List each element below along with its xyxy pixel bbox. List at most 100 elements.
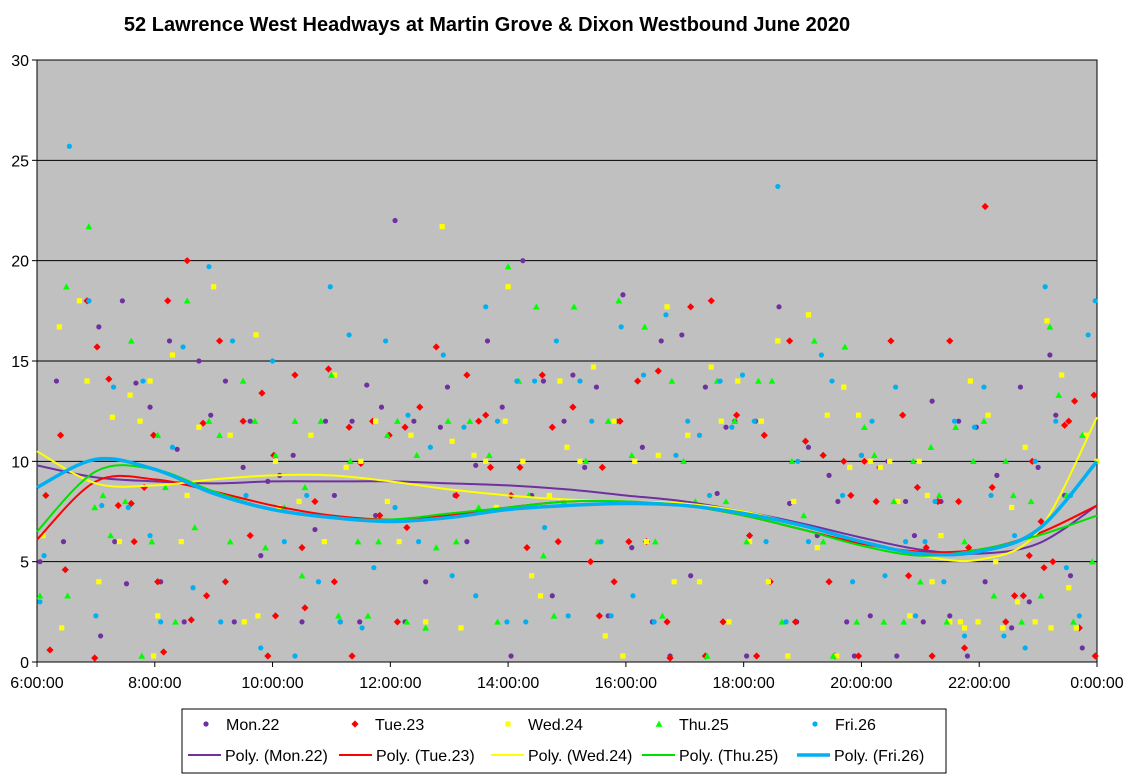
point-mon-22 [620, 292, 626, 298]
point-wed-24 [109, 414, 115, 420]
point-tue-23 [291, 371, 299, 379]
point-wed-24 [847, 464, 853, 470]
x-tick-label: 20:00:00 [830, 675, 892, 692]
point-thu-25 [494, 618, 501, 625]
point-thu-25 [570, 303, 578, 310]
point-mon-22 [119, 298, 125, 304]
point-tue-23 [554, 538, 562, 546]
point-mon-22 [484, 338, 491, 344]
point-tue-23 [130, 538, 138, 546]
point-wed-24 [529, 573, 535, 579]
point-thu-25 [754, 377, 762, 384]
point-wed-24 [938, 532, 944, 539]
point-wed-24 [746, 539, 753, 545]
point-tue-23 [610, 578, 618, 586]
point-thu-25 [335, 612, 342, 619]
point-thu-25 [1009, 492, 1017, 499]
point-thu-25 [532, 303, 540, 310]
point-thu-25 [1018, 618, 1026, 625]
point-wed-24 [590, 364, 597, 370]
point-mon-22 [947, 613, 953, 619]
point-thu-25 [36, 592, 44, 599]
legend-label-poly-thu-25: Poly. (Thu.25) [679, 748, 778, 765]
point-tue-23 [369, 417, 377, 425]
point-mon-22 [37, 559, 43, 565]
point-fri-26 [685, 418, 691, 424]
point-mon-22 [714, 490, 720, 497]
point-thu-25 [216, 431, 223, 438]
point-fri-26 [932, 498, 938, 505]
point-fri-26 [818, 352, 825, 358]
point-thu-25 [659, 612, 666, 619]
point-mon-22 [582, 464, 588, 470]
point-wed-24 [685, 432, 691, 438]
point-mon-22 [364, 382, 370, 388]
point-mon-22 [508, 653, 514, 659]
data-points [36, 143, 1100, 662]
point-thu-25 [121, 498, 129, 505]
legend-label-mon-22: Mon.22 [226, 717, 279, 734]
point-fri-26 [903, 539, 909, 545]
point-tue-23 [801, 437, 810, 445]
point-wed-24 [56, 324, 62, 330]
point-tue-23 [1040, 564, 1048, 572]
point-fri-26 [99, 502, 105, 509]
point-tue-23 [569, 403, 577, 411]
point-wed-24 [907, 613, 913, 619]
point-mon-22 [1067, 573, 1074, 579]
point-mon-22 [1047, 352, 1053, 358]
point-thu-25 [680, 457, 687, 465]
point-wed-24 [505, 284, 511, 290]
point-tue-23 [1025, 552, 1033, 560]
point-wed-24 [929, 579, 935, 585]
point-fri-26 [1092, 298, 1098, 304]
point-fri-26 [110, 384, 117, 390]
point-mon-22 [867, 613, 873, 619]
point-thu-25 [383, 431, 391, 438]
point-tue-23 [791, 618, 800, 626]
point-wed-24 [40, 532, 46, 539]
point-mon-22 [96, 324, 102, 330]
point-wed-24 [855, 412, 862, 418]
point-thu-25 [990, 592, 998, 599]
point-fri-26 [169, 444, 176, 450]
point-wed-24 [253, 332, 259, 338]
point-tue-23 [1049, 558, 1057, 566]
point-tue-23 [203, 592, 211, 600]
point-fri-26 [494, 418, 501, 424]
point-mon-22 [437, 424, 443, 430]
point-thu-25 [703, 652, 711, 659]
point-fri-26 [961, 633, 968, 639]
point-tue-23 [928, 652, 936, 660]
point-mon-22 [378, 404, 385, 410]
point-fri-26 [951, 418, 958, 424]
point-thu-25 [860, 423, 868, 430]
point-tue-23 [271, 612, 280, 620]
point-wed-24 [331, 372, 337, 378]
point-wed-24 [147, 378, 153, 384]
point-fri-26 [869, 418, 875, 424]
y-tick-label: 5 [20, 555, 29, 572]
point-tue-23 [663, 618, 671, 626]
x-tick-label: 8:00:00 [128, 675, 181, 692]
point-fri-26 [206, 264, 212, 270]
point-fri-26 [589, 418, 595, 424]
point-wed-24 [664, 304, 670, 310]
point-wed-24 [758, 418, 764, 424]
point-wed-24 [493, 504, 499, 511]
point-thu-25 [291, 417, 299, 424]
point-wed-24 [321, 539, 327, 545]
point-wed-24 [483, 458, 489, 464]
point-fri-26 [304, 492, 310, 499]
point-tue-23 [150, 431, 158, 439]
point-tue-23 [687, 303, 695, 311]
point-wed-24 [137, 418, 143, 424]
point-tue-23 [634, 377, 642, 385]
point-thu-25 [251, 417, 259, 424]
point-wed-24 [765, 579, 771, 585]
point-fri-26 [775, 183, 781, 190]
point-wed-24 [59, 625, 65, 631]
x-tick-label: 12:00:00 [359, 675, 421, 692]
point-wed-24 [916, 458, 922, 464]
